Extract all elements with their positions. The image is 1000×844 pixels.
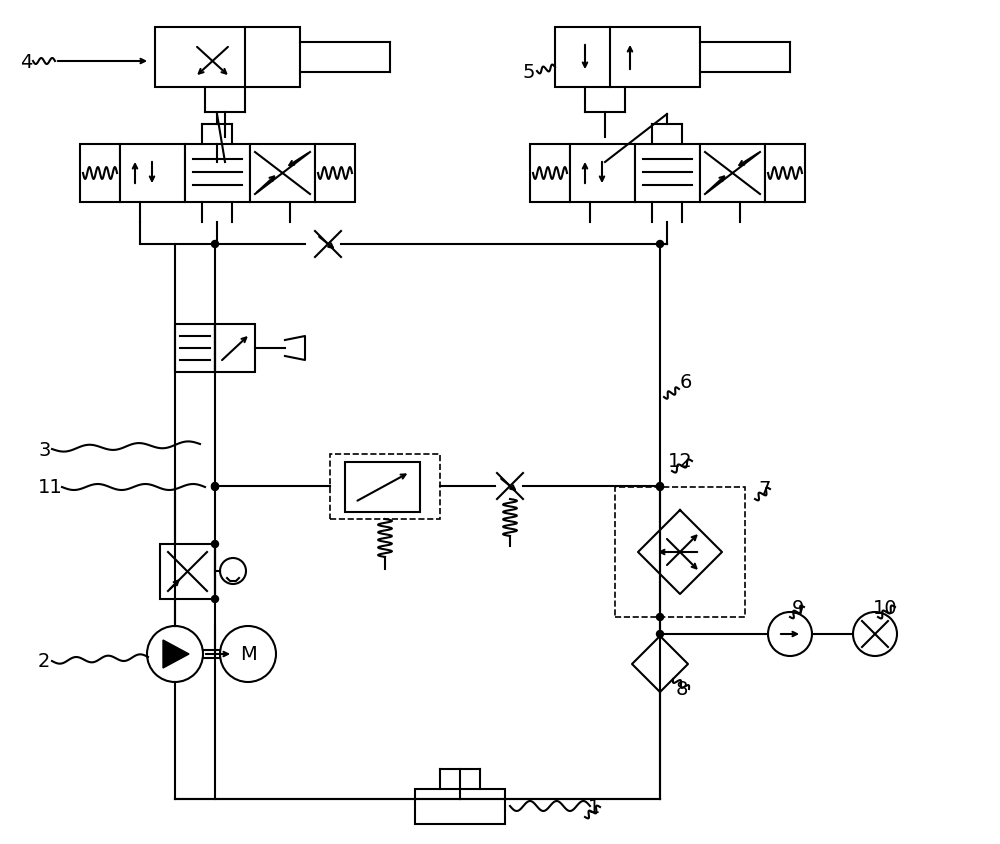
Text: 11: 11 (38, 478, 63, 497)
Circle shape (220, 559, 246, 584)
Bar (530, 145, 570, 203)
Bar (80, 145, 120, 203)
Bar (615, 488, 745, 617)
Bar (555, 28, 700, 88)
Bar (250, 145, 315, 203)
Circle shape (220, 626, 276, 682)
Circle shape (212, 241, 219, 248)
Circle shape (147, 626, 203, 682)
Circle shape (212, 483, 219, 490)
Text: 7: 7 (758, 480, 770, 499)
Bar (415, 789, 505, 824)
Bar (765, 145, 805, 203)
Text: 4: 4 (20, 52, 32, 72)
Bar (215, 325, 255, 372)
Bar (175, 325, 215, 372)
Circle shape (853, 612, 897, 657)
Text: M: M (240, 645, 256, 663)
Circle shape (768, 612, 812, 657)
Text: 2: 2 (38, 652, 50, 671)
Bar (570, 145, 635, 203)
Text: 3: 3 (38, 440, 50, 459)
Circle shape (212, 484, 219, 491)
Circle shape (656, 241, 664, 248)
Bar (345, 463, 420, 512)
Bar (700, 145, 765, 203)
Text: 10: 10 (873, 598, 898, 617)
Text: 12: 12 (668, 452, 693, 471)
Circle shape (656, 483, 664, 490)
Bar (330, 454, 440, 519)
Circle shape (656, 614, 664, 621)
Text: 8: 8 (676, 679, 688, 699)
Polygon shape (163, 641, 189, 668)
Bar (185, 145, 250, 203)
Text: 9: 9 (792, 598, 804, 617)
Circle shape (656, 484, 664, 491)
Bar (155, 28, 300, 88)
Bar (160, 544, 215, 599)
Text: 1: 1 (588, 798, 600, 816)
Circle shape (212, 596, 219, 603)
Circle shape (212, 541, 219, 548)
Bar (635, 145, 700, 203)
Text: 5: 5 (523, 62, 536, 81)
Bar (120, 145, 185, 203)
Text: 6: 6 (680, 373, 692, 392)
Bar (315, 145, 355, 203)
Circle shape (656, 630, 664, 638)
